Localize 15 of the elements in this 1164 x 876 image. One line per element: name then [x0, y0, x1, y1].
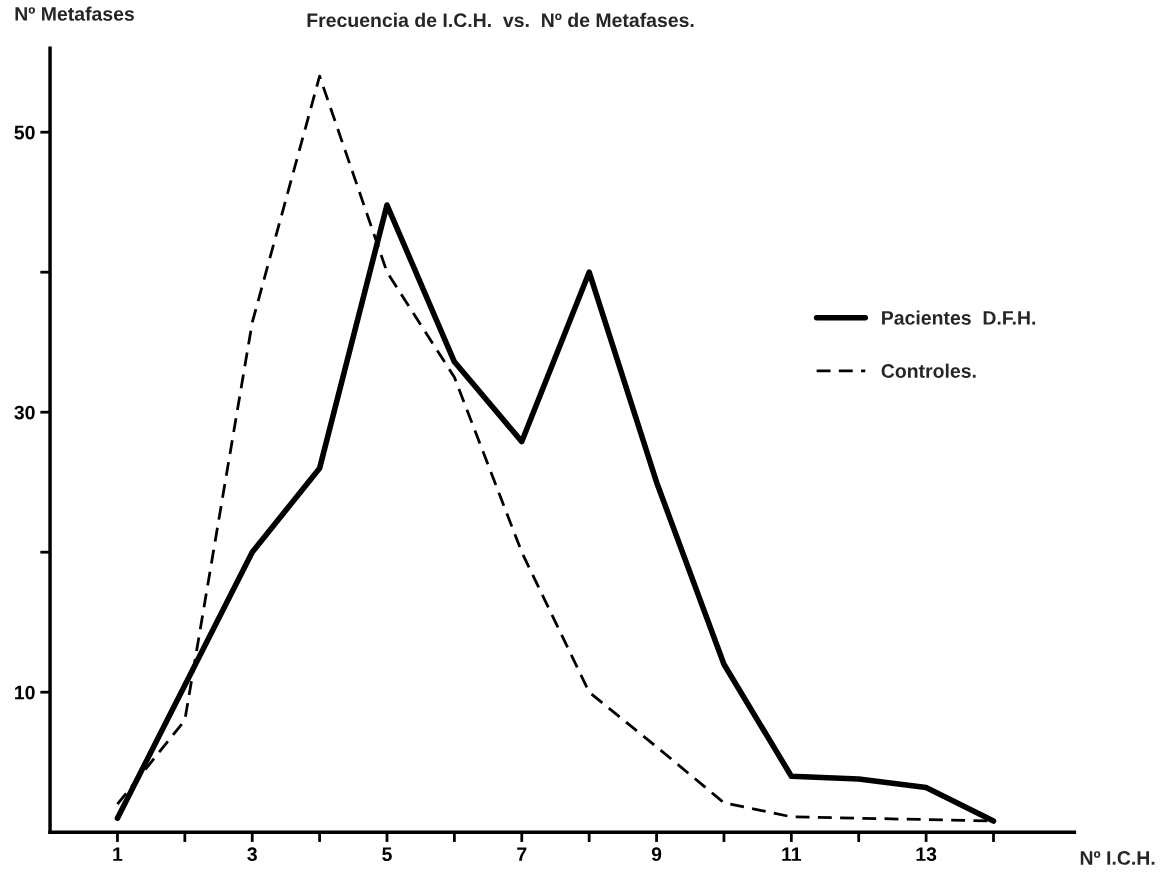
- y-tick-label: 50: [14, 125, 35, 140]
- legend-label: Controles.: [881, 363, 976, 378]
- x-tick-label: 5: [382, 847, 392, 862]
- y-axis-title: Nº Metafases: [15, 6, 134, 21]
- x-tick-label: 11: [782, 847, 802, 861]
- x-tick-label: 7: [517, 847, 527, 861]
- x-tick-label: 13: [916, 847, 937, 862]
- legend-label: Pacientes D.F.H.: [882, 310, 1036, 325]
- chart-title: Frecuencia de I.C.H. vs. Nº de Metafases.: [307, 12, 694, 28]
- y-tick-label: 30: [14, 405, 35, 420]
- x-tick-label: 3: [247, 847, 257, 862]
- x-tick-label: 9: [651, 847, 662, 862]
- x-tick-label: 1: [113, 847, 123, 861]
- x-axis-title: Nº I.C.H.: [1080, 851, 1155, 865]
- y-tick-label: 10: [15, 685, 35, 700]
